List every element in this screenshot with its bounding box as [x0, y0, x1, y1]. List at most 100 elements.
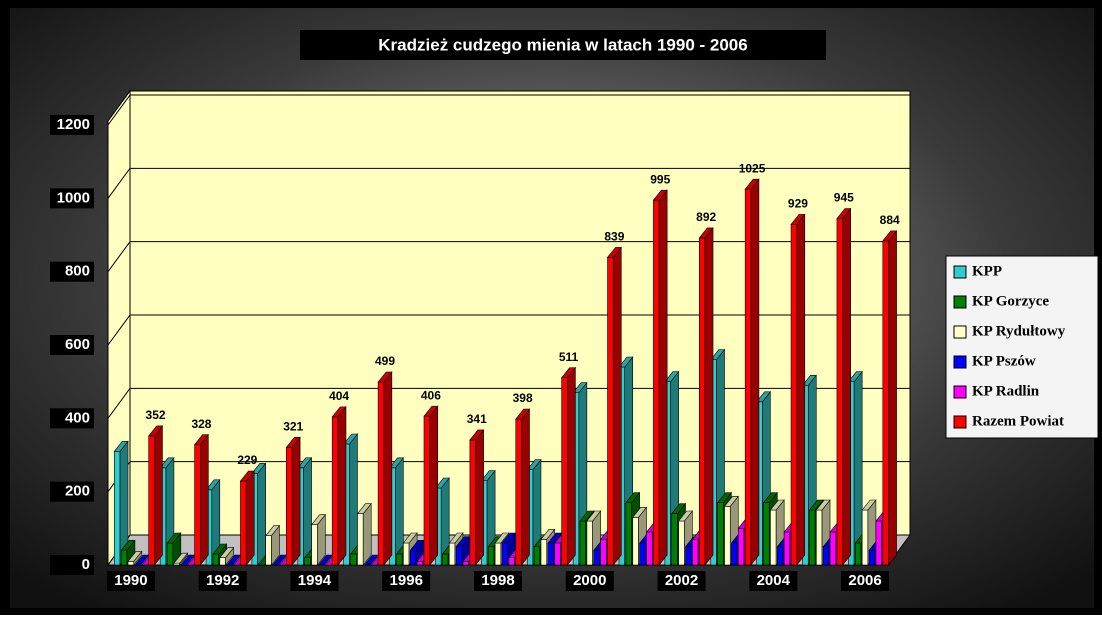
x-tick-label: 2002	[665, 572, 698, 589]
bar-side	[349, 433, 358, 566]
bar-side	[612, 246, 622, 566]
bar-front	[554, 542, 561, 566]
bar-top	[664, 371, 680, 382]
bar-side	[567, 366, 576, 566]
bar	[343, 433, 359, 566]
legend-swatch	[953, 355, 967, 369]
bar-top	[698, 227, 714, 239]
bar-front	[403, 542, 410, 566]
legend-swatch	[953, 415, 967, 429]
bar-front	[600, 539, 607, 566]
bar-side	[303, 456, 312, 566]
bar-top	[343, 433, 359, 445]
bar-front	[194, 444, 201, 566]
bar	[847, 370, 863, 566]
bar-front	[875, 520, 882, 566]
x-tick-box	[290, 571, 339, 591]
bar-top	[572, 382, 588, 393]
bar-front	[377, 381, 385, 566]
bar-front	[561, 377, 568, 566]
bar-top	[480, 470, 496, 481]
bar-top	[769, 499, 785, 511]
bar-top	[632, 507, 648, 518]
bar	[310, 513, 326, 566]
bar-front	[744, 188, 752, 566]
bar-side	[796, 213, 806, 566]
y-tick-box	[50, 115, 94, 135]
bar-front	[396, 553, 403, 566]
x-tick-box	[749, 571, 798, 591]
bar-front	[286, 446, 293, 566]
bar	[193, 433, 209, 566]
x-tick-label: 2000	[573, 572, 606, 589]
bar	[127, 550, 143, 566]
bar-front	[593, 550, 600, 566]
bar-top	[579, 510, 595, 522]
x-tick-label: 2006	[848, 572, 881, 589]
bar-top	[847, 371, 863, 382]
bar-top	[148, 425, 164, 437]
x-tick-label: 1992	[206, 572, 239, 589]
value-label: 404	[329, 389, 349, 403]
x-tick-label: 1990	[114, 572, 147, 589]
bar	[561, 366, 577, 566]
bar-side	[842, 207, 851, 566]
bar-front	[409, 550, 417, 566]
bar-front	[790, 224, 798, 566]
bar-top	[205, 479, 221, 491]
bar-front	[350, 553, 357, 566]
bar-top	[388, 457, 404, 469]
bar-front	[737, 528, 745, 566]
value-label: 499	[375, 354, 395, 368]
bar-front	[331, 416, 339, 566]
bar-front	[240, 480, 247, 566]
bar-side	[200, 433, 209, 566]
bar-front	[829, 531, 837, 566]
value-label: 341	[467, 412, 487, 426]
bar-front	[487, 546, 495, 566]
bar-top	[173, 552, 189, 564]
bar	[606, 246, 622, 566]
bar-front	[639, 542, 646, 566]
y-tick-box	[50, 555, 94, 575]
bar-top	[618, 356, 634, 368]
value-label: 1025	[739, 161, 766, 175]
bar-top	[297, 457, 313, 469]
x-tick-box	[474, 571, 522, 591]
bar-side	[888, 230, 897, 566]
bar-top	[625, 492, 641, 503]
bar	[409, 539, 425, 566]
bar-top	[219, 547, 235, 558]
bar-top	[861, 499, 877, 511]
x-tick-box	[382, 571, 431, 591]
bar-front	[731, 542, 738, 566]
bar-front	[836, 218, 843, 566]
bar-front	[579, 520, 587, 566]
bar	[652, 189, 668, 566]
y-tick-label: 200	[65, 483, 90, 500]
x-tick-box	[198, 571, 247, 591]
bar-front	[304, 557, 311, 566]
value-label: 892	[696, 210, 716, 224]
bar-front	[671, 513, 678, 566]
legend-label: KP Pszów	[972, 353, 1036, 369]
x-tick-label: 1994	[298, 572, 332, 589]
bar-front	[770, 509, 777, 566]
chart-title: Kradzież cudzego mienia w latach 1990 - …	[378, 35, 747, 54]
bar-front	[861, 509, 869, 566]
bar-front	[462, 561, 470, 566]
title-box	[300, 30, 826, 60]
x-tick-box	[565, 571, 614, 591]
value-label: 929	[788, 197, 808, 211]
bar	[285, 436, 301, 566]
bar-front	[455, 546, 463, 566]
bar-front	[692, 539, 699, 566]
bar-top	[801, 375, 817, 386]
bar-top	[120, 540, 136, 551]
bar-top	[113, 441, 129, 452]
bar-top	[212, 543, 228, 555]
bar-top	[652, 189, 668, 201]
bar-front	[854, 542, 862, 566]
bar-top	[756, 391, 772, 403]
